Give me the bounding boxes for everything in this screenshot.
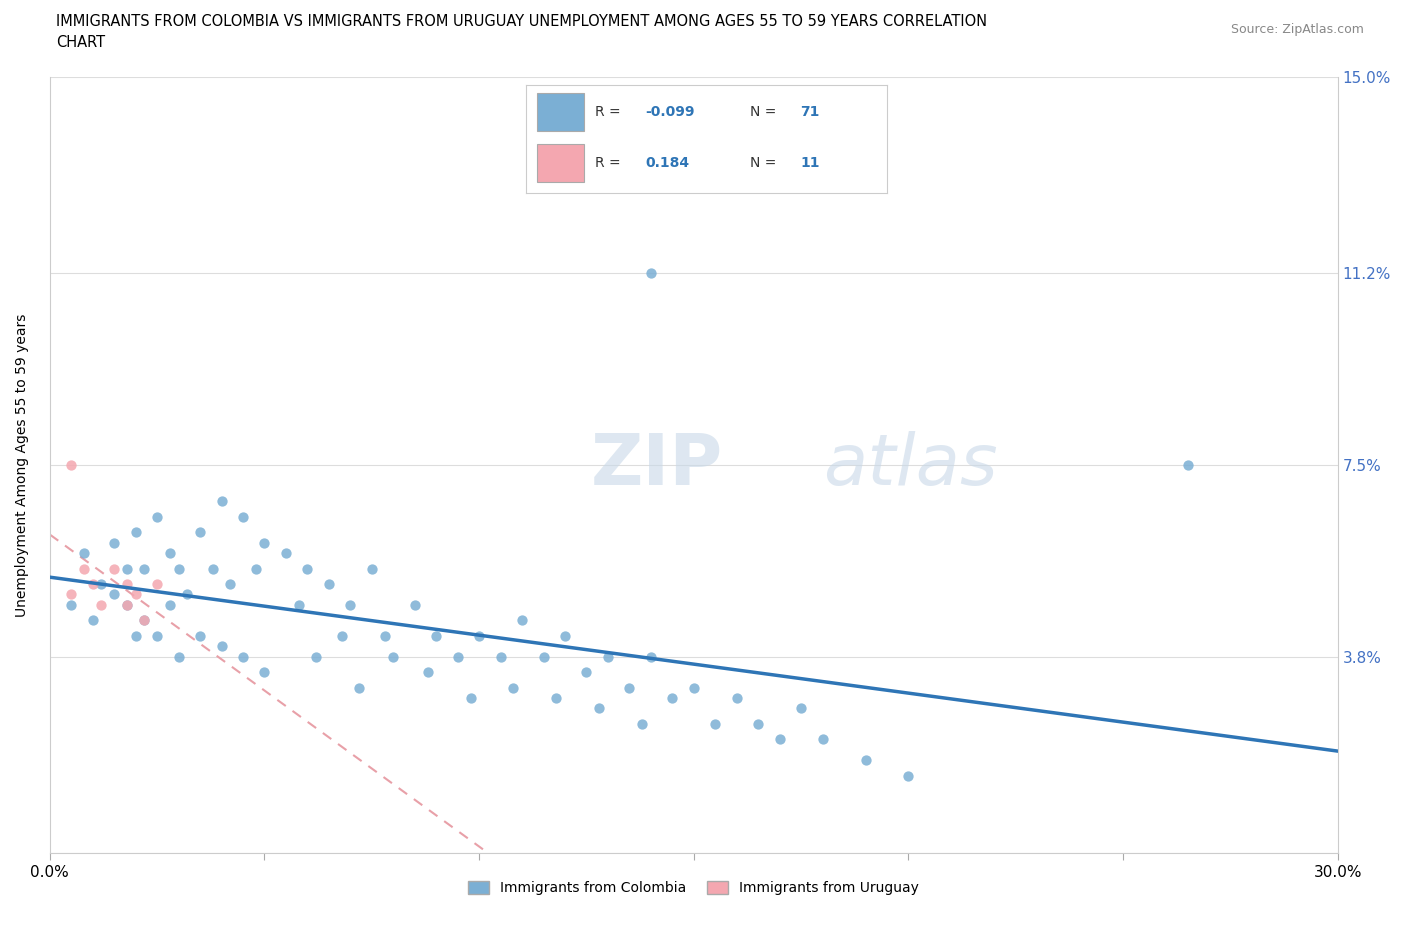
Point bbox=[447, 649, 470, 664]
Text: CHART: CHART bbox=[56, 35, 105, 50]
Point bbox=[159, 546, 181, 561]
Point bbox=[146, 510, 169, 525]
Point bbox=[103, 535, 125, 550]
Point bbox=[725, 690, 748, 705]
Point bbox=[134, 561, 156, 576]
Point bbox=[274, 546, 297, 561]
Point bbox=[1177, 458, 1199, 472]
Point bbox=[134, 613, 156, 628]
Point bbox=[232, 649, 254, 664]
Point bbox=[125, 525, 148, 539]
Point bbox=[188, 525, 211, 539]
Point bbox=[619, 680, 641, 695]
Text: ZIP: ZIP bbox=[591, 431, 723, 499]
Point bbox=[460, 690, 482, 705]
Point bbox=[60, 458, 83, 472]
Point bbox=[297, 561, 319, 576]
Point bbox=[103, 561, 125, 576]
Point bbox=[554, 629, 576, 644]
Point bbox=[73, 546, 96, 561]
Point bbox=[747, 716, 769, 731]
Point bbox=[533, 649, 555, 664]
Point bbox=[115, 597, 138, 612]
Point bbox=[769, 732, 792, 747]
Legend: Immigrants from Colombia, Immigrants from Uruguay: Immigrants from Colombia, Immigrants fro… bbox=[463, 875, 925, 900]
Point bbox=[502, 680, 524, 695]
Point bbox=[360, 561, 382, 576]
Point bbox=[374, 629, 396, 644]
Point bbox=[330, 629, 353, 644]
Point bbox=[167, 649, 190, 664]
Point bbox=[176, 587, 198, 602]
Point bbox=[188, 629, 211, 644]
Point bbox=[115, 561, 138, 576]
Point bbox=[631, 716, 654, 731]
Point bbox=[510, 613, 533, 628]
Point bbox=[245, 561, 267, 576]
Point bbox=[125, 629, 148, 644]
Point bbox=[90, 577, 112, 591]
Point bbox=[146, 577, 169, 591]
Point bbox=[382, 649, 405, 664]
Point bbox=[211, 639, 233, 654]
Point bbox=[219, 577, 242, 591]
Point bbox=[115, 577, 138, 591]
Point bbox=[103, 587, 125, 602]
Point bbox=[167, 561, 190, 576]
Point bbox=[125, 587, 148, 602]
Point bbox=[416, 665, 439, 680]
Point bbox=[115, 597, 138, 612]
Point bbox=[134, 613, 156, 628]
Point bbox=[288, 597, 311, 612]
Point bbox=[404, 597, 426, 612]
Point bbox=[90, 597, 112, 612]
Point bbox=[489, 649, 512, 664]
Point bbox=[339, 597, 361, 612]
Point bbox=[60, 597, 83, 612]
Point bbox=[575, 665, 598, 680]
Point bbox=[596, 649, 619, 664]
Point bbox=[201, 561, 224, 576]
Point bbox=[588, 701, 610, 716]
Point bbox=[211, 494, 233, 509]
Point bbox=[232, 510, 254, 525]
Y-axis label: Unemployment Among Ages 55 to 59 years: Unemployment Among Ages 55 to 59 years bbox=[15, 313, 30, 617]
Point bbox=[82, 613, 104, 628]
Point bbox=[897, 768, 920, 783]
Point bbox=[425, 629, 447, 644]
Point bbox=[305, 649, 328, 664]
Point bbox=[640, 266, 662, 281]
Point bbox=[682, 680, 704, 695]
Point bbox=[82, 577, 104, 591]
Point bbox=[640, 649, 662, 664]
Point bbox=[60, 587, 83, 602]
Point bbox=[790, 701, 813, 716]
Point bbox=[253, 535, 276, 550]
Text: Source: ZipAtlas.com: Source: ZipAtlas.com bbox=[1230, 23, 1364, 36]
Point bbox=[318, 577, 340, 591]
Point bbox=[468, 629, 491, 644]
Point bbox=[704, 716, 727, 731]
Point bbox=[146, 629, 169, 644]
Text: IMMIGRANTS FROM COLOMBIA VS IMMIGRANTS FROM URUGUAY UNEMPLOYMENT AMONG AGES 55 T: IMMIGRANTS FROM COLOMBIA VS IMMIGRANTS F… bbox=[56, 14, 987, 29]
Point bbox=[253, 665, 276, 680]
Point bbox=[546, 690, 568, 705]
Point bbox=[347, 680, 370, 695]
Point bbox=[73, 561, 96, 576]
Point bbox=[811, 732, 834, 747]
Point bbox=[661, 690, 683, 705]
Point bbox=[855, 752, 877, 767]
Text: atlas: atlas bbox=[823, 431, 997, 499]
Point bbox=[159, 597, 181, 612]
